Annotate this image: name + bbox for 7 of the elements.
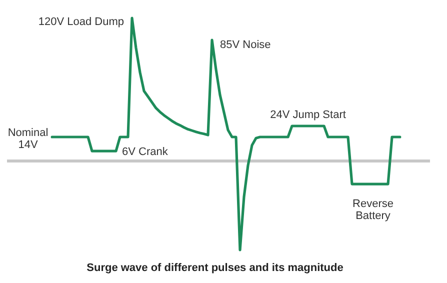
annotation: 120V Load Dump (38, 16, 124, 28)
annotation: 6V Crank (122, 146, 168, 158)
annotation: Reverse Battery (352, 198, 394, 222)
annotation: 24V Jump Start (270, 109, 346, 122)
text: Nominal 14V (8, 127, 48, 152)
text: Surge wave of different pulses and its magnitude (86, 262, 344, 274)
annotation: 85V Noise (220, 39, 271, 52)
